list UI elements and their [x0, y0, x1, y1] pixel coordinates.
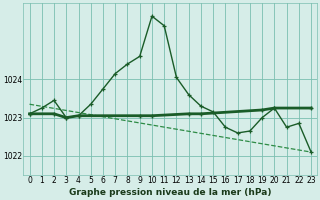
X-axis label: Graphe pression niveau de la mer (hPa): Graphe pression niveau de la mer (hPa) — [69, 188, 272, 197]
